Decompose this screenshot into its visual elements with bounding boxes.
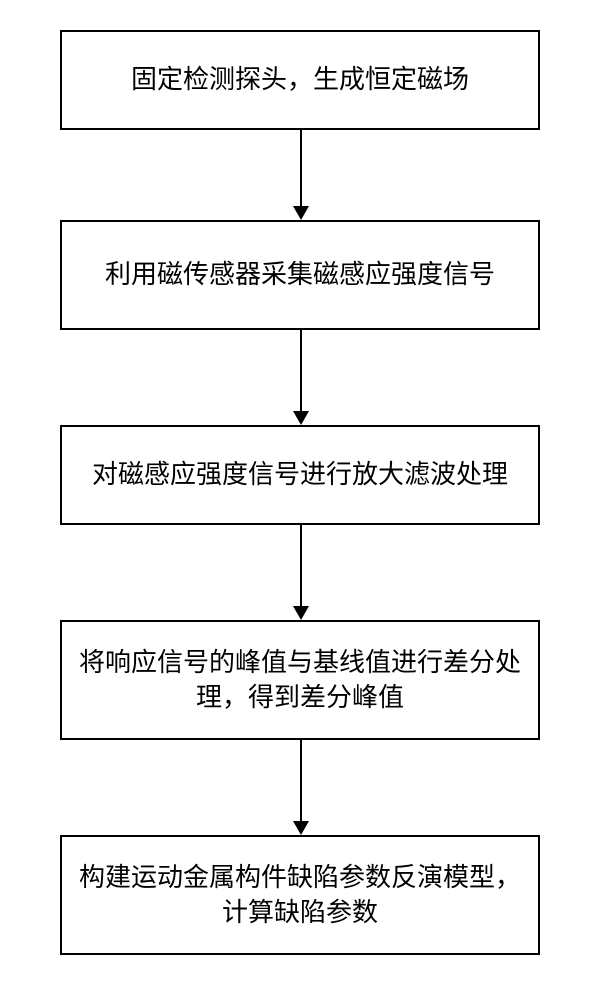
flowchart-edge-1-line [300, 130, 302, 206]
flowchart-edge-4-line [300, 740, 302, 821]
flowchart-edge-2-line [300, 330, 302, 411]
flowchart-node-4: 将响应信号的峰值与基线值进行差分处理，得到差分峰值 [60, 620, 540, 740]
flowchart-node-5: 构建运动金属构件缺陷参数反演模型，计算缺陷参数 [60, 835, 540, 955]
flowchart-node-1-label: 固定检测探头，生成恒定磁场 [131, 62, 469, 97]
flowchart-edge-4-head [293, 821, 309, 835]
flowchart-edge-3-head [293, 606, 309, 620]
flowchart-node-3-label: 对磁感应强度信号进行放大滤波处理 [92, 457, 508, 492]
flowchart-node-4-label: 将响应信号的峰值与基线值进行差分处理，得到差分峰值 [72, 645, 528, 715]
flowchart-node-3: 对磁感应强度信号进行放大滤波处理 [60, 425, 540, 525]
flowchart-node-2: 利用磁传感器采集磁感应强度信号 [60, 220, 540, 330]
flowchart-node-5-label: 构建运动金属构件缺陷参数反演模型，计算缺陷参数 [72, 860, 528, 930]
flowchart-canvas: 固定检测探头，生成恒定磁场 利用磁传感器采集磁感应强度信号 对磁感应强度信号进行… [0, 0, 600, 1000]
flowchart-node-1: 固定检测探头，生成恒定磁场 [60, 30, 540, 130]
flowchart-edge-3-line [300, 525, 302, 606]
flowchart-edge-2-head [293, 411, 309, 425]
flowchart-node-2-label: 利用磁传感器采集磁感应强度信号 [105, 257, 495, 292]
flowchart-edge-1-head [293, 206, 309, 220]
